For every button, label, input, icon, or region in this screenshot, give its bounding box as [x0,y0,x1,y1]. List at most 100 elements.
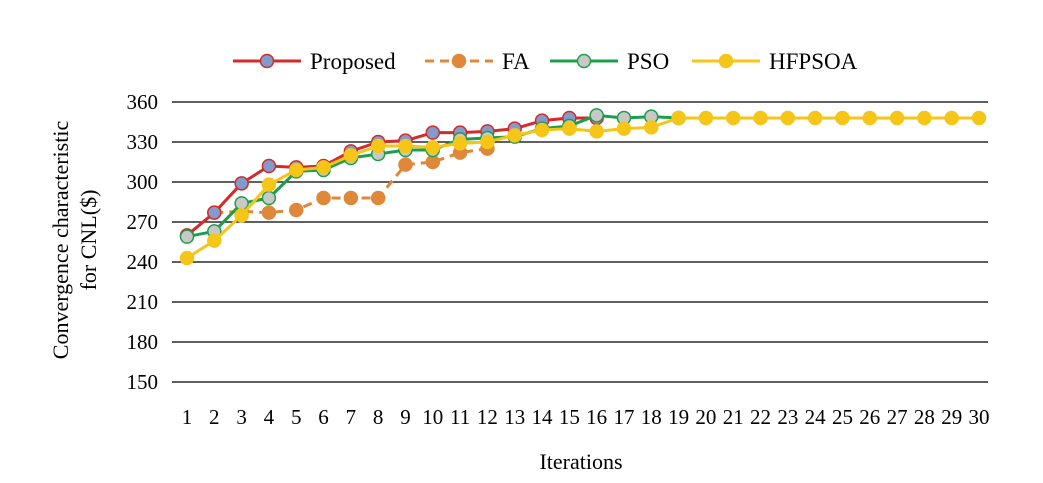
data-point-hfpsoa-6 [316,160,331,175]
data-point-pso-3 [234,196,249,211]
x-tick-label-11: 11 [450,405,470,429]
legend-marker-hfpsoa [718,53,734,69]
data-point-proposed-3 [234,176,249,191]
data-point-hfpsoa-7 [343,148,359,163]
legend: Proposed FA PSO HFPSOA [233,49,858,74]
x-tick-label-24: 24 [805,405,827,429]
legend-item-pso: PSO [550,49,669,74]
y-tick-label-150: 150 [127,370,159,394]
legend-item-proposed: Proposed [233,49,396,74]
x-tick-label-25: 25 [832,405,853,429]
data-point-fa-7 [343,190,359,206]
data-point-fa-8 [370,190,386,206]
data-point-proposed-10 [425,125,441,140]
x-tick-label-30: 30 [969,405,990,429]
data-point-hfpsoa-4 [261,177,277,192]
x-tick-label-3: 3 [236,405,247,429]
data-point-hfpsoa-8 [370,138,386,154]
data-point-hfpsoa-23 [780,110,796,126]
data-point-fa-9 [398,157,413,172]
x-tick-labels: 1 2 3 4 5 6 7 8 9 10 11 12 13 14 15 16 17 18 19 20 21 22 23 24 2… [182,405,990,429]
grid-lines [172,101,988,383]
data-point-hfpsoa-22 [753,110,768,126]
x-tick-label-1: 1 [182,405,193,429]
data-point-hfpsoa-11 [452,136,468,151]
x-tick-label-17: 17 [613,405,634,429]
data-point-hfpsoa-29 [944,110,959,126]
legend-label-fa: FA [502,49,530,74]
x-tick-label-4: 4 [264,405,275,429]
legend-marker-pso [576,53,592,69]
data-point-hfpsoa-1 [179,250,195,266]
series-line-proposed [186,116,597,237]
legend-label-hfpsoa: HFPSOA [769,49,858,74]
data-point-hfpsoa-27 [889,110,905,126]
x-tick-label-12: 12 [477,405,498,429]
data-point-pso-16 [589,108,604,123]
x-tick-label-18: 18 [641,405,662,429]
x-tick-label-9: 9 [400,405,411,429]
data-point-hfpsoa-21 [725,110,741,126]
x-tick-label-28: 28 [914,405,935,429]
data-point-hfpsoa-24 [807,110,823,126]
x-tick-label-13: 13 [504,405,525,429]
x-tick-label-22: 22 [750,405,771,429]
legend-item-fa: FA [425,49,530,74]
x-tick-label-6: 6 [318,405,329,429]
series-layer [179,108,987,266]
data-point-hfpsoa-19 [671,110,686,126]
series-line-hfpsoa [186,116,979,260]
x-tick-label-10: 10 [422,405,443,429]
y-axis-title-line-1: Convergence characteristic [48,121,73,360]
legend-label-pso: PSO [627,49,669,74]
y-tick-label-240: 240 [127,250,159,274]
data-point-fa-10 [425,154,441,170]
data-point-hfpsoa-16 [589,124,604,139]
x-tick-label-19: 19 [668,405,689,429]
legend-marker-proposed [259,53,275,69]
y-tick-label-180: 180 [127,330,159,354]
x-tick-label-23: 23 [777,405,798,429]
y-tick-label-210: 210 [127,290,159,314]
data-point-fa-6 [316,190,331,206]
x-tick-label-26: 26 [859,405,880,429]
data-point-proposed-2 [207,205,222,220]
x-tick-label-8: 8 [373,405,384,429]
y-axis-title-line-2: for CNL($) [76,190,101,291]
legend-item-hfpsoa: HFPSOA [692,49,858,74]
x-tick-label-15: 15 [559,405,580,429]
data-point-pso-1 [179,229,195,244]
data-point-hfpsoa-18 [644,120,659,135]
data-point-pso-4 [261,190,277,206]
x-tick-label-7: 7 [346,405,357,429]
data-point-hfpsoa-17 [616,121,632,136]
data-point-proposed-4 [261,158,277,174]
data-point-hfpsoa-12 [480,134,495,150]
series-hfpsoa [179,110,987,266]
data-point-hfpsoa-3 [234,208,249,223]
data-point-hfpsoa-2 [207,233,222,248]
y-tick-label-330: 330 [127,130,159,154]
data-point-hfpsoa-28 [917,110,932,126]
y-tick-label-270: 270 [127,210,159,234]
data-point-fa-4 [261,205,277,220]
data-point-hfpsoa-13 [507,128,522,143]
data-point-fa-5 [288,202,304,218]
y-tick-labels: 150 180 210 240 270 300 330 360 [127,90,159,394]
x-tick-label-2: 2 [209,405,220,429]
x-tick-label-29: 29 [941,405,962,429]
data-point-hfpsoa-9 [398,138,413,154]
legend-marker-fa [451,53,467,69]
data-point-hfpsoa-14 [534,122,550,138]
data-point-hfpsoa-25 [835,110,850,126]
x-tick-label-21: 21 [723,405,744,429]
x-axis-title: Iterations [539,449,622,474]
data-point-hfpsoa-10 [425,140,441,155]
x-tick-label-20: 20 [695,405,716,429]
data-point-hfpsoa-5 [288,162,304,178]
x-tick-label-27: 27 [887,405,908,429]
data-point-hfpsoa-20 [698,110,714,126]
x-tick-label-16: 16 [586,405,607,429]
y-tick-label-360: 360 [127,90,159,114]
data-point-hfpsoa-30 [971,110,987,126]
